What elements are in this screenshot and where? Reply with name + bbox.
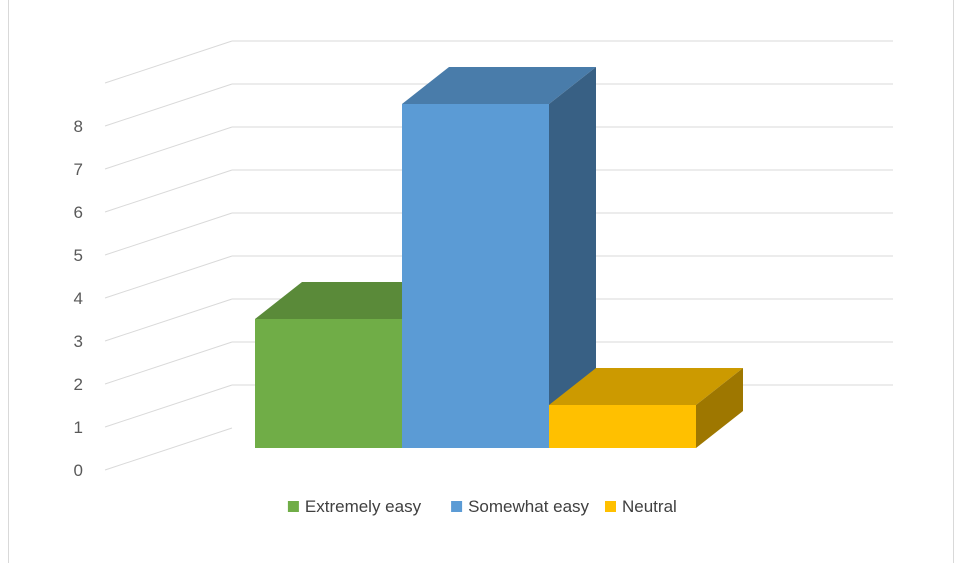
bar-top-face bbox=[255, 282, 449, 319]
chart-border-right bbox=[953, 0, 954, 563]
gridline-side-9 bbox=[104, 40, 233, 84]
gridline-side-8 bbox=[104, 83, 233, 127]
bar-top-face bbox=[402, 67, 596, 104]
bar-top-face bbox=[549, 368, 743, 405]
legend-swatch bbox=[605, 501, 616, 512]
y-tick-label: 1 bbox=[74, 418, 83, 437]
legend-item: Extremely easy bbox=[287, 497, 422, 516]
legend-item: Neutral bbox=[605, 497, 677, 516]
legend: Extremely easy Somewhat easy Neutral bbox=[287, 497, 677, 516]
bar-side-face bbox=[696, 368, 743, 448]
gridline-side-3 bbox=[104, 298, 233, 342]
bar-somewhat-easy bbox=[402, 67, 596, 448]
gridline-side-7 bbox=[104, 126, 233, 170]
y-tick-label: 4 bbox=[74, 289, 83, 308]
legend-swatch bbox=[287, 501, 299, 512]
bars bbox=[255, 67, 743, 448]
y-tick-label: 2 bbox=[74, 375, 83, 394]
y-tick-label: 5 bbox=[74, 246, 83, 265]
gridline-side-6 bbox=[104, 169, 233, 213]
legend-swatch bbox=[451, 501, 463, 512]
legend-label: Neutral bbox=[622, 497, 677, 516]
gridline-side-0 bbox=[104, 427, 233, 471]
bar-front-face bbox=[255, 319, 402, 448]
legend-label: Extremely easy bbox=[305, 497, 422, 516]
y-tick-label: 3 bbox=[74, 332, 83, 351]
y-tick-label: 8 bbox=[74, 117, 83, 136]
gridline-side-5 bbox=[104, 212, 233, 256]
bar-neutral bbox=[549, 368, 743, 448]
bar-front-face bbox=[402, 104, 549, 448]
gridline-side-2 bbox=[104, 341, 233, 385]
legend-item: Somewhat easy bbox=[451, 497, 590, 516]
gridline-side-1 bbox=[104, 384, 233, 428]
bar-front-face bbox=[549, 405, 696, 448]
chart-border-left bbox=[8, 0, 9, 563]
bar-side-face bbox=[549, 67, 596, 448]
gridline-side-4 bbox=[104, 255, 233, 299]
y-tick-label: 7 bbox=[74, 160, 83, 179]
legend-label: Somewhat easy bbox=[468, 497, 589, 516]
y-tick-label: 6 bbox=[74, 203, 83, 222]
y-tick-label: 0 bbox=[74, 461, 83, 480]
y-axis-ticks: 0 1 2 3 4 5 6 7 8 bbox=[74, 117, 83, 480]
